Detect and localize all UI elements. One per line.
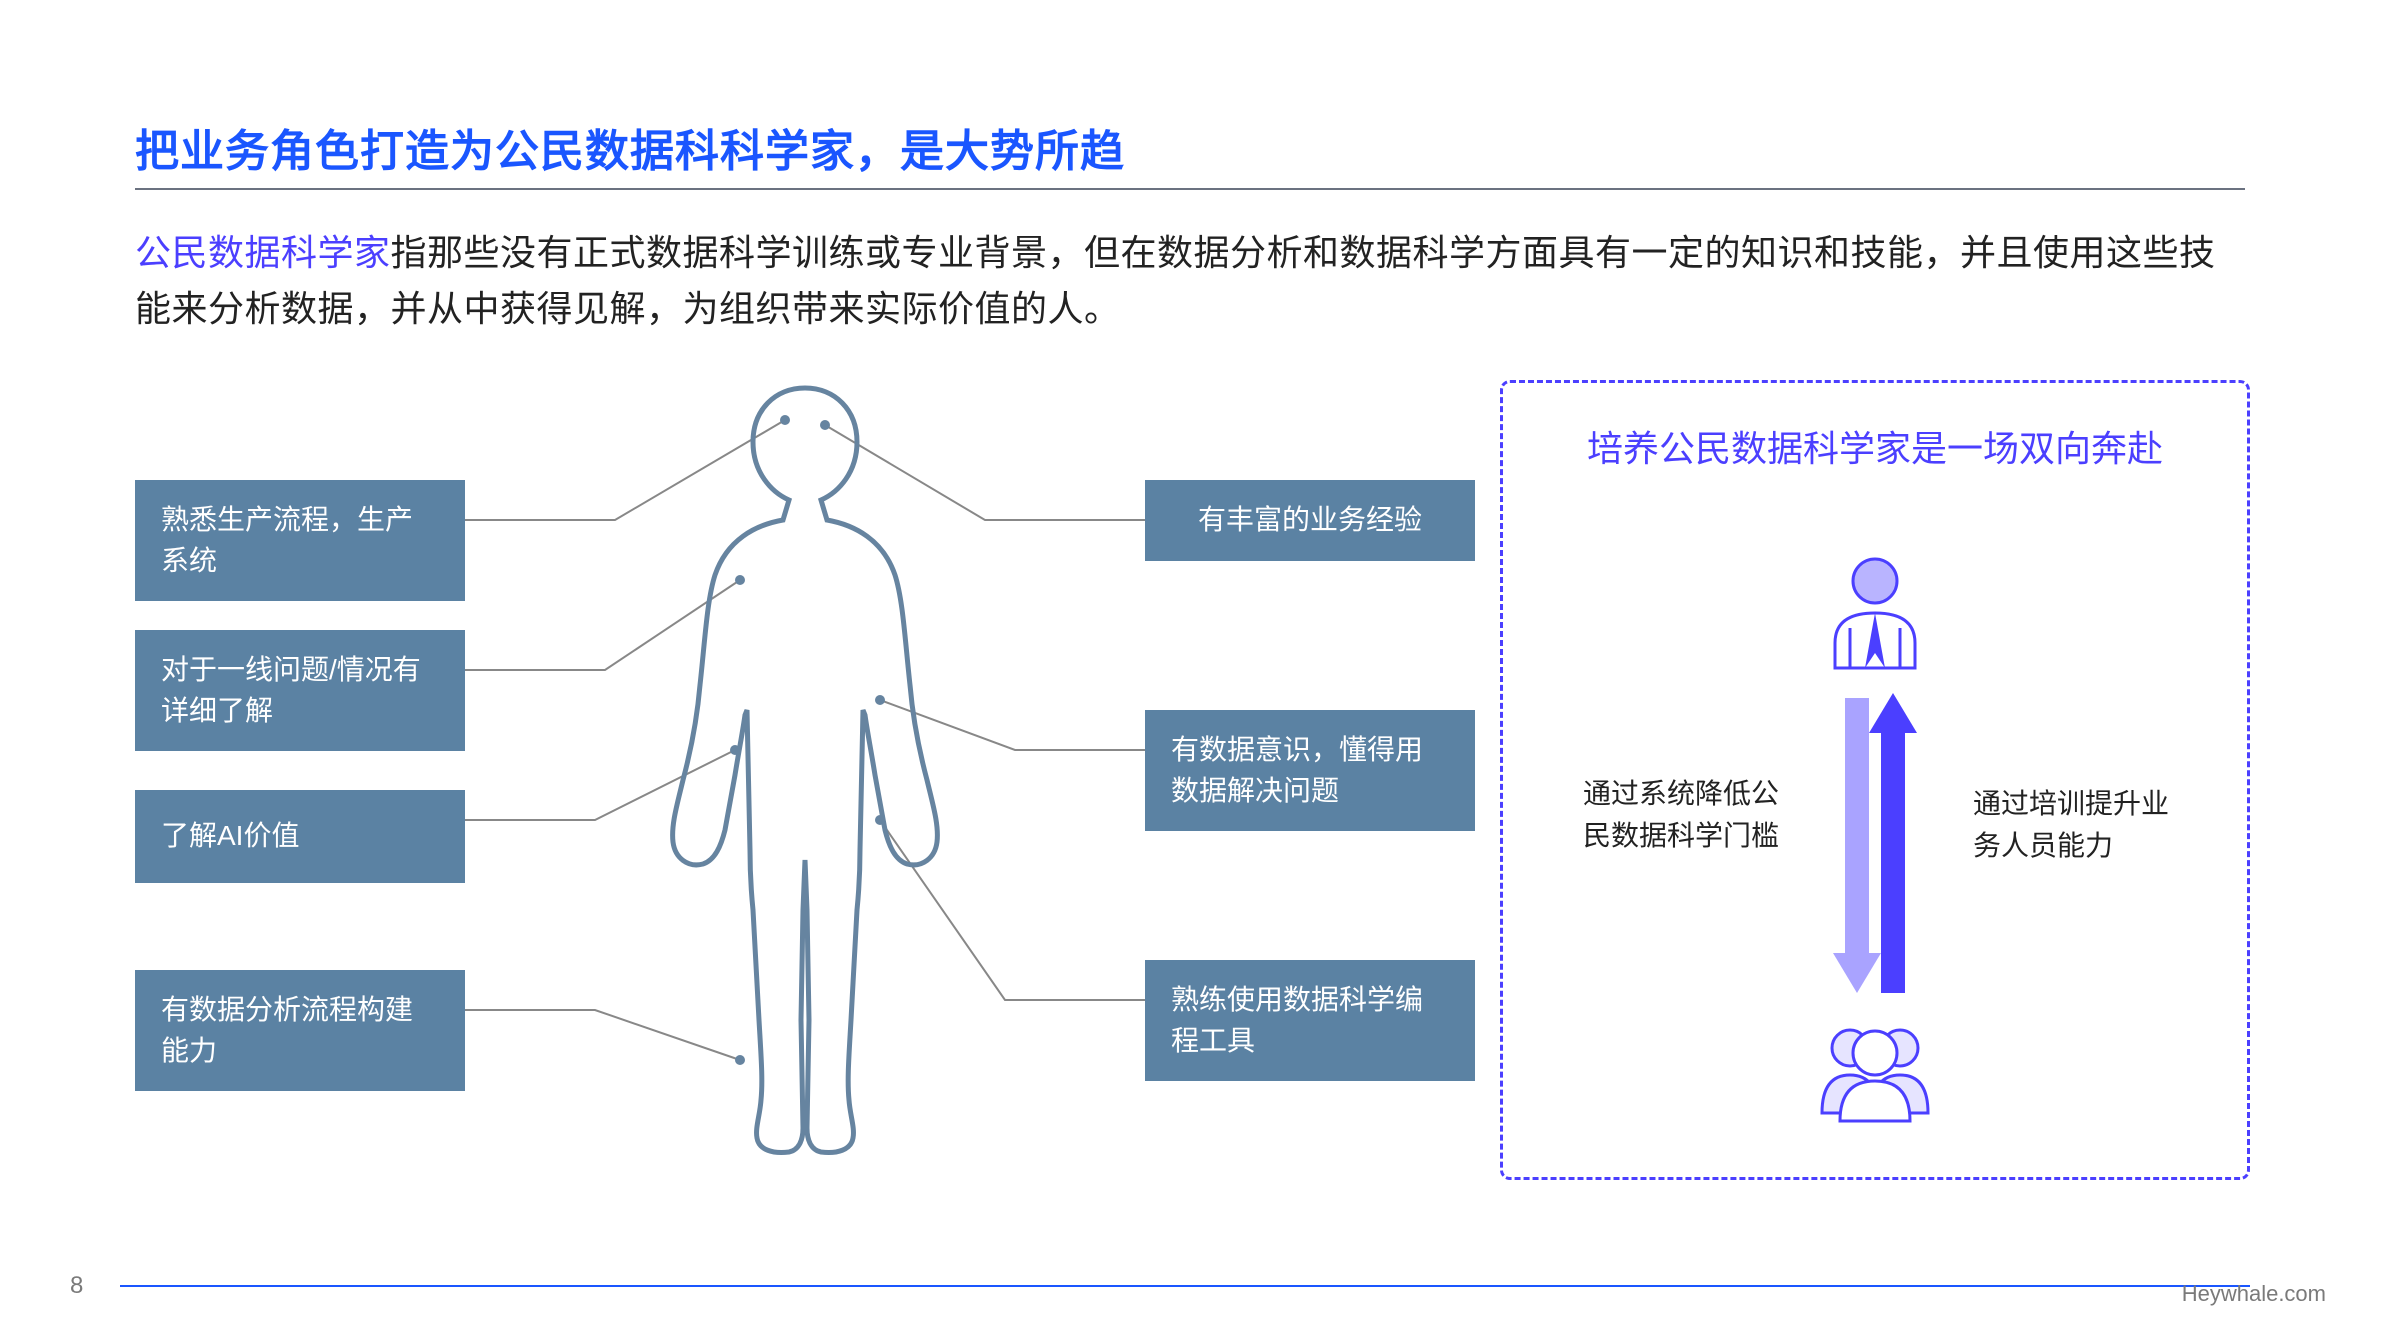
trait-box-left-4: 有数据分析流程构建能力 [135,970,465,1091]
trait-box-left-3: 了解AI价值 [135,790,465,883]
right-panel: 培养公民数据科学家是一场双向奔赴 [1500,380,2250,1180]
bidirectional-arrows-icon [1815,683,1935,1003]
trait-box-right-1: 有丰富的业务经验 [1145,480,1475,561]
title-rule [135,188,2245,190]
trait-box-left-2: 对于一线问题/情况有详细了解 [135,630,465,751]
footer-rule [120,1285,2250,1287]
right-panel-title: 培养公民数据科学家是一场双向奔赴 [1503,423,2247,475]
right-panel-left-label: 通过系统降低公民数据科学门槛 [1583,773,1803,857]
right-panel-right-label: 通过培训提升业务人员能力 [1973,783,2193,867]
trait-box-right-3: 熟练使用数据科学编程工具 [1145,960,1475,1081]
slide-subtitle: 公民数据科学家指那些没有正式数据科学训练或专业背景，但在数据分析和数据科学方面具… [135,225,2250,337]
trait-box-right-2: 有数据意识，懂得用数据解决问题 [1145,710,1475,831]
slide: 把业务角色打造为公民数据科科学家，是大势所趋 公民数据科学家指那些没有正式数据科… [0,0,2386,1332]
human-silhouette-icon [655,380,955,1160]
slide-title: 把业务角色打造为公民数据科科学家，是大势所趋 [135,115,1125,179]
trait-box-left-1: 熟悉生产流程，生产系统 [135,480,465,601]
page-number: 8 [70,1272,83,1300]
people-group-icon [1810,1013,1940,1128]
subtitle-highlight: 公民数据科学家 [135,232,391,273]
footer-brand: Heywhale.com [2182,1281,2326,1307]
subtitle-body: 指那些没有正式数据科学训练或专业背景，但在数据分析和数据科学方面具有一定的知识和… [135,232,2216,329]
person-suit-icon [1820,553,1930,678]
human-diagram: 熟悉生产流程，生产系统 对于一线问题/情况有详细了解 了解AI价值 有数据分析流… [135,370,1475,1180]
